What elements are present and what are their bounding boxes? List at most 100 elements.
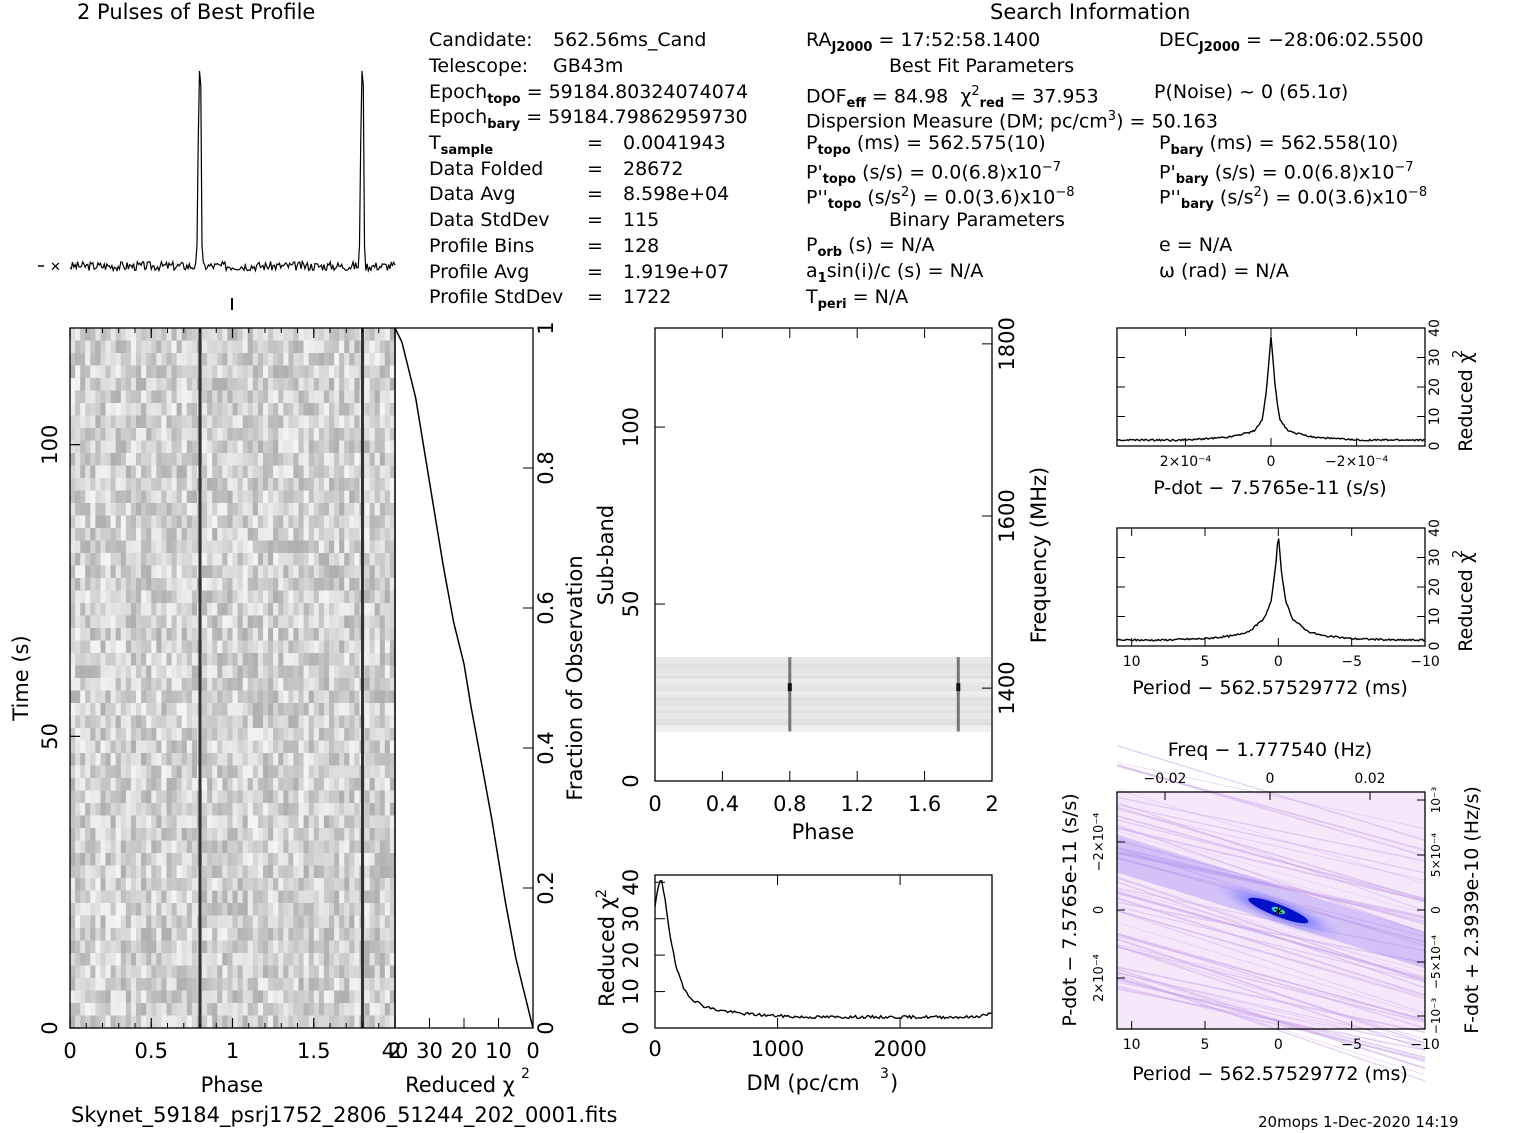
time-phase-cell [283,665,289,679]
time-phase-cell [293,903,300,917]
time-phase-cell [70,928,76,942]
stat-label-text: Profile StdDev [429,286,564,309]
time-phase-cell [318,940,325,954]
time-phase-cell [186,953,193,967]
time-phase-cell [329,603,335,617]
time-phase-cell [308,915,315,929]
time-phase-cell [344,715,350,729]
time-phase-cell [130,653,137,667]
time-phase-cell [298,578,305,592]
time-phase-cell [130,453,137,467]
time-phase-cell [70,828,76,842]
time-phase-cell [151,690,157,704]
time-phase-cell [176,565,183,579]
time-phase-cell [100,978,107,992]
time-phase-cell [298,428,305,442]
time-phase-cell [344,915,350,929]
time-phase-cell [136,553,142,567]
period-y-tick-label: 0 [1427,642,1443,651]
time-phase-cell [374,928,381,942]
time-phase-cell [171,365,178,379]
time-phase-cell [212,928,218,942]
time-phase-cell [227,903,234,917]
time-phase-cell [222,390,228,404]
time-phase-cell [110,928,117,942]
chi-time-xlabel-sup: 2 [521,1066,530,1082]
time-phase-cell [181,340,188,354]
subband-row [656,678,991,683]
time-phase-cell [212,615,218,629]
time-phase-cell [186,728,193,742]
time-phase-cell [227,615,234,629]
time-phase-cell [222,953,228,967]
time-phase-cell [308,378,315,392]
time-phase-cell [120,665,127,679]
time-phase-cell [334,778,340,792]
time-phase-cell [100,690,107,704]
time-phase-cell [389,478,396,492]
time-phase-cell [339,365,345,379]
time-phase-cell [222,615,228,629]
time-phase-cell [95,965,102,979]
time-phase-cell [293,478,300,492]
time-phase-cell [268,640,274,654]
time-phase-cell [90,878,96,892]
time-phase-cell [389,415,396,429]
time-phase-cell [166,490,173,504]
time-phase-cell [146,765,152,779]
time-phase-cell [222,1015,228,1029]
time-phase-cell [334,415,340,429]
time-phase-cell [161,478,168,492]
time-phase-cell [156,340,162,354]
time-phase-cell [232,803,239,817]
time-phase-cell [369,403,376,417]
time-phase-cell [298,353,305,367]
time-phase-cell [115,928,122,942]
time-phase-cell [207,765,213,779]
time-phase-cell [146,790,152,804]
time-phase-cell [217,440,223,454]
time-phase-cell [354,978,361,992]
time-phase-cell [334,940,340,954]
time-phase-cell [334,428,340,442]
ppdot-streak [1116,826,1426,902]
time-phase-cell [95,990,102,1004]
time-phase-cell [278,353,284,367]
time-phase-cell [293,653,300,667]
time-phase-cell [364,815,371,829]
time-phase-cell [227,990,234,1004]
time-phase-cell [318,528,325,542]
time-phase-cell [369,553,376,567]
time-phase-cell [344,628,350,642]
time-phase-cell [329,565,335,579]
time-phase-cell [70,953,76,967]
time-phase-cell [171,515,178,529]
time-phase-cell [125,403,132,417]
time-phase-cell [202,440,208,454]
time-phase-cell [339,678,345,692]
time-phase-cell [379,1003,386,1017]
time-phase-cell [298,628,305,642]
time-phase-cell [181,590,188,604]
time-phase-cell [100,378,107,392]
time-phase-cell [237,340,244,354]
time-phase-cell [339,778,345,792]
time-phase-cell [110,578,117,592]
time-phase-cell [80,640,86,654]
time-phase-cell [141,565,147,579]
time-phase-cell [80,365,86,379]
time-phase-cell [298,553,305,567]
time-phase-cell [232,515,239,529]
time-phase-cell [95,328,102,342]
time-phase-cell [283,565,289,579]
time-phase-cell [252,590,259,604]
time-phase-cell [354,915,361,929]
time-phase-cell [156,953,162,967]
time-phase-cell [151,953,157,967]
time-phase-cell [369,903,376,917]
time-phase-cell [323,403,330,417]
time-phase-cell [349,678,355,692]
time-phase-cell [207,565,213,579]
time-phase-cell [181,1003,188,1017]
time-phase-cell [125,715,132,729]
